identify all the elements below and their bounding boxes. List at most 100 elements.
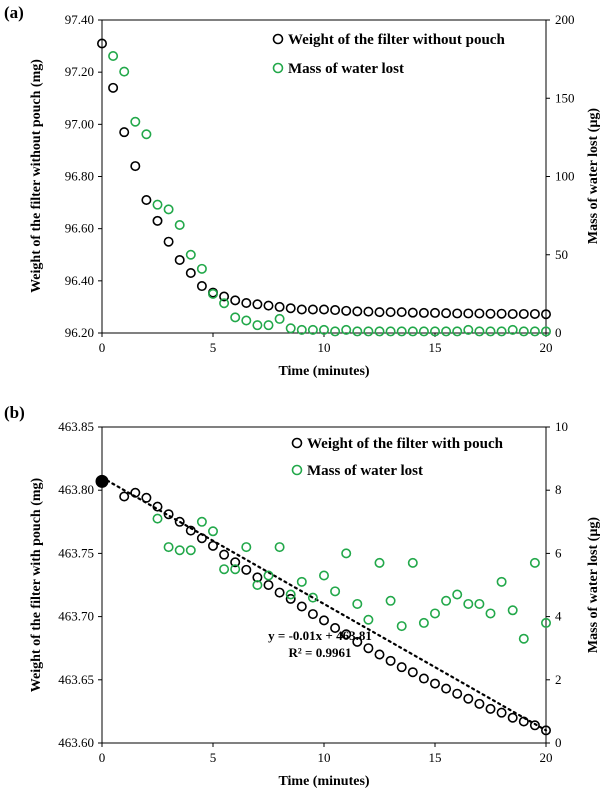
weight-point	[452, 688, 463, 699]
water-lost-point	[307, 324, 318, 335]
weight-point	[529, 308, 540, 319]
weight-point	[97, 38, 108, 49]
water-lost-point	[463, 598, 474, 609]
series-weight-without-pouch	[97, 38, 551, 320]
weight-point	[529, 720, 540, 731]
water-lost-point	[374, 326, 385, 337]
y2-axis-label-b: Mass of water lost (µg)	[586, 517, 601, 653]
water-lost-point	[352, 326, 363, 337]
x-ticks-b: 0 5 10 15 20	[99, 743, 553, 765]
water-lost-point	[385, 595, 396, 606]
weight-point	[452, 308, 463, 319]
water-lost-point	[130, 116, 141, 127]
water-lost-point	[407, 326, 418, 337]
weight-point	[507, 308, 518, 319]
legend-marker-water-a	[272, 62, 284, 74]
weight-point	[474, 308, 485, 319]
trendline-r2: R² = 0.9961	[289, 645, 352, 660]
y2-tick-label: 50	[555, 247, 568, 262]
water-lost-point	[318, 570, 329, 581]
weight-point	[418, 307, 429, 318]
weight-point	[252, 299, 263, 310]
water-lost-point	[263, 320, 274, 331]
weight-point	[385, 307, 396, 318]
y-tick-label: 97.20	[65, 64, 94, 79]
weight-point	[230, 295, 241, 306]
water-lost-point	[163, 542, 174, 553]
y2-tick-label: 150	[555, 90, 575, 105]
x-axis-label-b: Time (minutes)	[278, 774, 369, 789]
water-lost-point	[330, 326, 341, 337]
weight-point	[496, 308, 507, 319]
weight-point	[263, 579, 274, 590]
weight-point	[119, 491, 130, 502]
y2-tick-label: 0	[555, 735, 562, 750]
weight-point	[418, 673, 429, 684]
weight-point	[318, 304, 329, 315]
water-lost-point	[141, 129, 152, 140]
weight-point	[485, 703, 496, 714]
weight-point	[174, 516, 185, 527]
y-ticks-b: 463.60 463.65 463.70 463.75 463.80 463.85	[58, 419, 102, 750]
series-weight-with-pouch	[119, 487, 551, 736]
water-lost-point	[208, 526, 219, 537]
y-tick-label: 463.85	[58, 419, 94, 434]
water-lost-point	[452, 589, 463, 600]
weight-point	[196, 281, 207, 292]
y2-tick-label: 200	[555, 12, 575, 27]
weight-point	[463, 693, 474, 704]
x-tick-label: 0	[99, 340, 106, 355]
y2-ticks-a: 0 50 100 150 200	[546, 12, 575, 340]
chart-b: (b) 463.60 463.65 463.70 463.75 463.80 463.85…	[4, 403, 601, 789]
x-tick-label: 20	[540, 340, 553, 355]
y-tick-label: 96.20	[65, 325, 94, 340]
y-axis-label-a: Weight of the filter without pouch (mg)	[29, 59, 44, 293]
weight-point	[396, 662, 407, 673]
weight-point	[396, 307, 407, 318]
water-lost-point	[429, 326, 440, 337]
water-lost-point	[352, 598, 363, 609]
weight-point	[141, 492, 152, 503]
water-lost-point	[341, 548, 352, 559]
weight-point	[540, 309, 551, 320]
weight-point	[518, 716, 529, 727]
panel-label-a: (a)	[4, 3, 24, 22]
water-lost-point	[363, 326, 374, 337]
water-lost-point	[529, 326, 540, 337]
legend-marker-weight-b	[291, 437, 303, 449]
weight-point	[363, 306, 374, 317]
water-lost-point	[452, 326, 463, 337]
water-lost-point	[429, 608, 440, 619]
x-tick-label: 5	[210, 340, 217, 355]
weight-point	[274, 587, 285, 598]
water-lost-point	[296, 576, 307, 587]
weight-point	[330, 622, 341, 633]
weight-point	[285, 303, 296, 314]
water-lost-point	[341, 324, 352, 335]
weight-point	[263, 300, 274, 311]
y-tick-label: 96.60	[65, 221, 94, 236]
weight-point	[429, 307, 440, 318]
legend-label-water-b: Mass of water lost	[307, 463, 423, 479]
x-tick-label: 15	[429, 750, 442, 765]
weight-point	[119, 127, 130, 138]
weight-point	[374, 307, 385, 318]
weight-point	[429, 678, 440, 689]
weight-point	[296, 601, 307, 612]
y2-tick-label: 6	[555, 545, 562, 560]
weight-point	[307, 609, 318, 620]
water-lost-point	[318, 324, 329, 335]
weight-point	[152, 215, 163, 226]
y2-tick-label: 4	[555, 609, 562, 624]
water-lost-point	[174, 220, 185, 231]
water-lost-point	[418, 617, 429, 628]
y-ticks-a: 96.20 96.40 96.60 96.80 97.00 97.20 97.40	[65, 12, 102, 340]
water-lost-point	[507, 605, 518, 616]
water-lost-point	[274, 313, 285, 324]
weight-point	[407, 307, 418, 318]
series-water-lost-a	[108, 50, 551, 337]
weight-point	[163, 509, 174, 520]
weight-point	[485, 308, 496, 319]
y2-tick-label: 8	[555, 482, 562, 497]
start-point	[95, 474, 109, 488]
